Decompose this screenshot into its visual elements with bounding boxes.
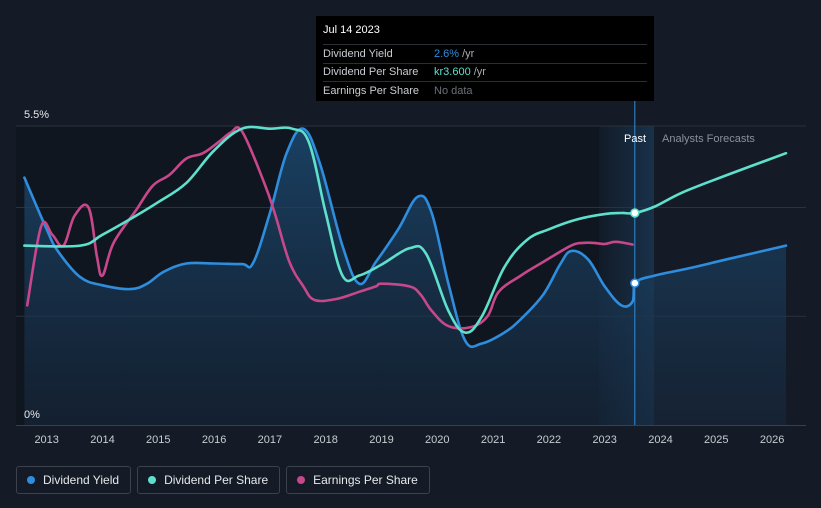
- tooltip-unit: /yr: [462, 47, 475, 60]
- x-tick-label: 2019: [369, 434, 393, 446]
- legend-label: Earnings Per Share: [313, 473, 418, 487]
- tooltip-row-earnings-per-share: Earnings Per Share No data: [323, 81, 647, 100]
- x-tick-label: 2024: [648, 434, 672, 446]
- x-tick-label: 2018: [313, 434, 337, 446]
- tooltip-label: Dividend Per Share: [323, 66, 419, 79]
- x-tick-label: 2022: [537, 434, 561, 446]
- forecast-label: Analysts Forecasts: [662, 133, 755, 145]
- dividend-yield-line: [23, 127, 788, 349]
- dividend-per-share-line: [23, 125, 788, 334]
- earnings-per-share-line: [25, 126, 634, 330]
- x-tick-label: 2023: [592, 434, 616, 446]
- legend-dot-icon: [27, 476, 35, 484]
- hover-tooltip: Jul 14 2023 Dividend Yield 2.6% /yr Divi…: [316, 16, 654, 101]
- dividend-yield-marker: [630, 278, 640, 288]
- legend-dot-icon: [148, 476, 157, 484]
- tooltip-label: Earnings Per Share: [323, 84, 419, 97]
- legend-label: Dividend Yield: [43, 473, 120, 487]
- x-tick-label: 2025: [704, 434, 728, 446]
- tooltip-unit: /yr: [473, 66, 486, 79]
- legend-dividend-yield[interactable]: Dividend Yield: [16, 466, 132, 494]
- tooltip-value: kr3.600: [434, 66, 471, 79]
- tooltip-label: Dividend Yield: [323, 47, 393, 60]
- legend-dividend-per-share[interactable]: Dividend Per Share: [137, 466, 281, 494]
- x-tick-label: 2015: [146, 434, 170, 446]
- chart-legend: Dividend Yield Dividend Per Share Earnin…: [16, 466, 430, 494]
- y-axis-min-label: 0%: [24, 409, 40, 421]
- legend-earnings-per-share[interactable]: Earnings Per Share: [286, 466, 430, 494]
- tooltip-value: 2.6%: [434, 47, 460, 60]
- dividend-per-share-marker: [630, 208, 640, 218]
- tooltip-date: Jul 14 2023: [323, 24, 380, 36]
- x-tick-label: 2021: [481, 434, 505, 446]
- tooltip-row-dividend-per-share: Dividend Per Share kr3.600 /yr: [323, 62, 647, 82]
- tooltip-row-dividend-yield: Dividend Yield 2.6% /yr: [323, 44, 647, 63]
- x-tick-label: 2026: [760, 434, 784, 446]
- dividend-yield-area: [24, 128, 786, 425]
- past-label: Past: [624, 133, 646, 145]
- x-tick-label: 2014: [90, 434, 114, 446]
- legend-label: Dividend Per Share: [164, 473, 269, 487]
- legend-dot-icon: [297, 476, 306, 484]
- x-tick-label: 2013: [34, 434, 58, 446]
- x-tick-label: 2017: [258, 434, 282, 446]
- tooltip-value: No data: [434, 84, 473, 97]
- x-tick-label: 2016: [202, 434, 226, 446]
- x-tick-label: 2020: [425, 434, 449, 446]
- y-axis-max-label: 5.5%: [24, 109, 49, 121]
